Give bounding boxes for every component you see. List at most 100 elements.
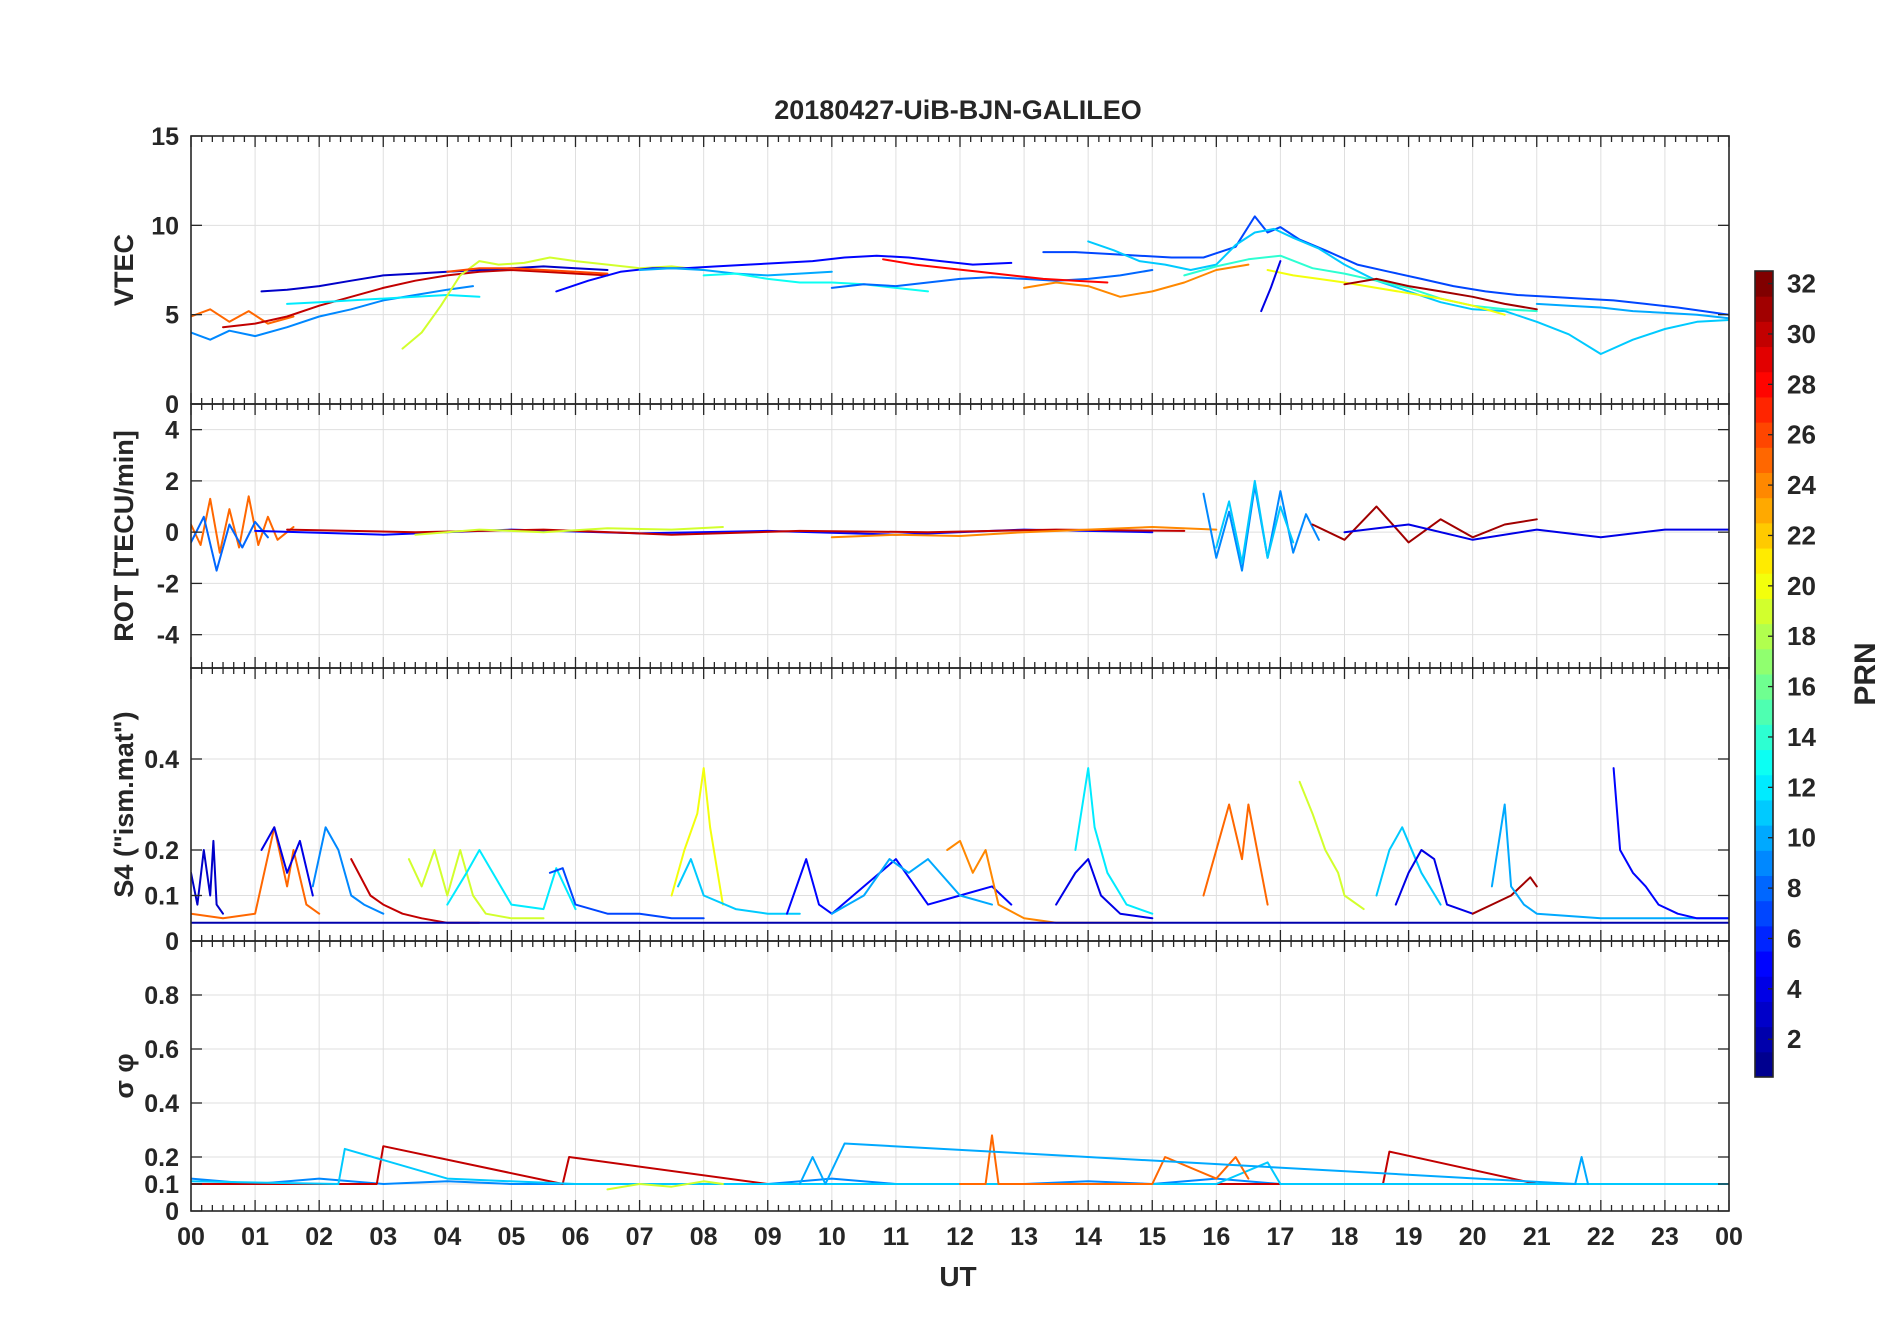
colorbar-segment xyxy=(1755,598,1773,625)
colorbar-tick-label: 16 xyxy=(1787,672,1816,702)
series-line-prn-26 xyxy=(446,267,609,275)
colorbar-segment xyxy=(1755,1026,1773,1053)
x-tick-label: 15 xyxy=(1138,1223,1166,1251)
series-line-prn-25 xyxy=(191,826,321,920)
y-axis-label: VTEC xyxy=(109,234,139,306)
y-tick-label: 0.6 xyxy=(144,1036,179,1064)
y-axis-label: σ φ xyxy=(109,1053,139,1098)
colorbar-tick-label: 6 xyxy=(1787,923,1801,953)
x-tick-label: 12 xyxy=(946,1223,974,1251)
colorbar-segment xyxy=(1755,850,1773,876)
series-line-prn-5 xyxy=(786,858,1013,915)
colorbar-segment xyxy=(1755,396,1773,423)
x-tick-label: 19 xyxy=(1395,1223,1423,1251)
x-tick-label: 09 xyxy=(754,1223,782,1251)
series-line-prn-4 xyxy=(1343,523,1729,541)
series-line-prn-19 xyxy=(407,849,545,920)
colorbar-segment xyxy=(1755,346,1773,373)
series-group xyxy=(191,1134,1729,1191)
series-line-prn-10 xyxy=(1490,803,1729,920)
series-line-prn-13 xyxy=(702,272,929,293)
series-line-prn-12 xyxy=(1074,767,1154,915)
colorbar-box xyxy=(1754,270,1774,1078)
colorbar-segment xyxy=(1755,296,1773,322)
y-tick-label: 0.2 xyxy=(144,837,179,865)
colorbar-segment xyxy=(1755,724,1773,751)
x-tick-label: 01 xyxy=(241,1223,269,1251)
series-line-prn-8 xyxy=(191,515,269,572)
x-tick-label: 07 xyxy=(626,1223,654,1251)
series-line-prn-4 xyxy=(1260,260,1282,313)
colorbar-segment xyxy=(1755,548,1773,574)
series-line-prn-3 xyxy=(191,839,224,915)
x-tick-label: 10 xyxy=(818,1223,846,1251)
series-line-prn-3 xyxy=(260,265,609,293)
series-group xyxy=(191,767,1729,924)
axes-box xyxy=(190,940,1730,1212)
series-line-prn-7 xyxy=(1042,215,1729,316)
series-line-prn-24 xyxy=(830,526,1218,539)
colorbar-tick-label: 4 xyxy=(1787,974,1802,1004)
colorbar-tick-label: 20 xyxy=(1787,571,1816,601)
series-line-prn-31 xyxy=(1343,277,1538,311)
x-tick-label: 00 xyxy=(1715,1223,1743,1251)
y-tick-label: 0.2 xyxy=(144,1144,179,1172)
colorbar-segment xyxy=(1755,648,1773,675)
y-tick-label: 0 xyxy=(165,1198,179,1226)
y-tick-label: 5 xyxy=(165,302,179,330)
y-tick-label: 0 xyxy=(165,928,179,956)
colorbar-segment xyxy=(1755,321,1773,348)
x-tick-label: 11 xyxy=(883,1223,910,1251)
colorbar-segment xyxy=(1755,674,1773,700)
x-tick-label: 17 xyxy=(1267,1223,1295,1251)
y-tick-label: -2 xyxy=(157,570,179,598)
x-tick-label: 16 xyxy=(1202,1223,1230,1251)
x-tick-label: 21 xyxy=(1523,1223,1551,1251)
colorbar-tick-label: 8 xyxy=(1787,873,1801,903)
panel-3: 0 0.1 0.2 0.4S4 ("ism.mat") xyxy=(109,667,1730,956)
colorbar-segment xyxy=(1755,699,1773,725)
colorbar-segment xyxy=(1755,875,1773,902)
colorbar-segment xyxy=(1755,447,1773,473)
series-line-prn-10 xyxy=(1535,302,1729,320)
colorbar-segment xyxy=(1755,825,1773,851)
colorbar-tick-label: 22 xyxy=(1787,520,1816,550)
series-line-prn-25 xyxy=(959,1134,1250,1185)
colorbar-tick-label: 26 xyxy=(1787,420,1816,450)
colorbar-segment xyxy=(1755,749,1773,776)
x-tick-label: 04 xyxy=(433,1223,461,1251)
colorbar-tick-label: 24 xyxy=(1787,470,1816,500)
series-line-prn-4 xyxy=(1394,849,1474,915)
series-line-prn-5 xyxy=(1612,767,1729,920)
x-tick-label: 08 xyxy=(690,1223,718,1251)
series-group xyxy=(191,479,1729,572)
colorbar-tick-label: 2 xyxy=(1787,1024,1801,1054)
series-line-prn-19 xyxy=(401,256,705,350)
y-tick-label: 0.1 xyxy=(144,883,179,911)
series-line-prn-19 xyxy=(414,526,724,536)
y-tick-label: 0.8 xyxy=(144,982,179,1010)
series-line-prn-10 xyxy=(830,858,993,915)
series-line-prn-28 xyxy=(882,258,1109,284)
series-line-prn-11 xyxy=(1375,826,1442,906)
series-line-prn-24 xyxy=(946,839,1154,924)
y-tick-label: 2 xyxy=(165,468,179,496)
colorbar-segment xyxy=(1755,799,1773,826)
series-line-prn-24 xyxy=(1023,263,1250,298)
x-tick-label: 14 xyxy=(1074,1223,1102,1251)
series-line-prn-14 xyxy=(1183,254,1538,313)
series-line-prn-8 xyxy=(830,269,1154,289)
x-tick-label: 23 xyxy=(1651,1223,1679,1251)
colorbar-segment xyxy=(1755,371,1773,398)
series-line-prn-11 xyxy=(677,858,801,915)
x-tick-label: 05 xyxy=(498,1223,526,1251)
y-tick-label: -4 xyxy=(157,622,179,650)
colorbar-tick-label: 14 xyxy=(1787,722,1816,752)
y-tick-label: 0 xyxy=(165,519,179,547)
colorbar-segment xyxy=(1755,623,1773,650)
series-line-prn-25 xyxy=(191,495,295,554)
series-line-prn-10 xyxy=(798,1142,1589,1185)
series-line-prn-9 xyxy=(311,826,385,915)
y-tick-label: 4 xyxy=(165,417,179,445)
